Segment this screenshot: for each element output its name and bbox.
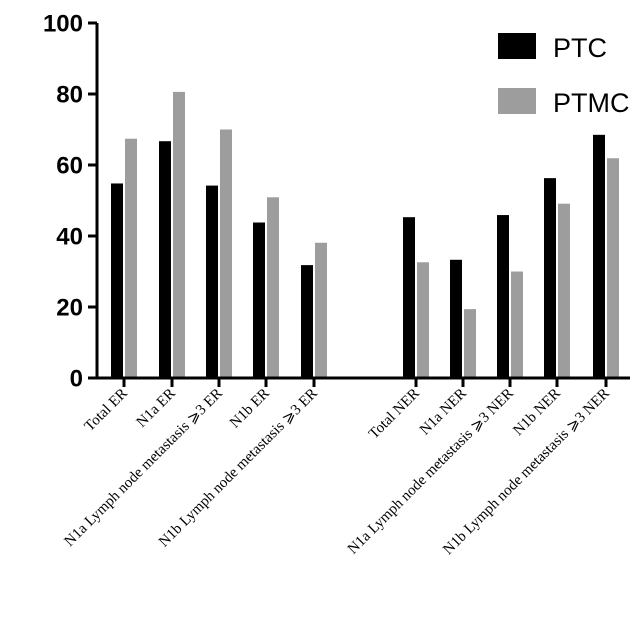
bar-ptc-4 [301, 265, 313, 378]
bar-ptmc-0 [125, 138, 137, 378]
bar-ptc-1 [159, 141, 171, 378]
x-tick-label: Total NER [366, 386, 423, 443]
legend-label-ptc: PTC [553, 33, 607, 63]
legend-label-ptmc: PTMC [553, 88, 630, 118]
bar-ptc-9 [593, 134, 605, 378]
bar-ptmc-4 [315, 242, 327, 378]
bar-ptmc-8 [558, 203, 570, 378]
bar-ptmc-6 [464, 309, 476, 378]
bar-ptc-2 [206, 185, 218, 378]
bar-ptc-0 [111, 183, 123, 378]
bar-ptmc-2 [220, 129, 232, 378]
legend: PTC PTMC [498, 33, 630, 118]
x-tick-label: N1a ER [134, 386, 179, 431]
bars-layer [111, 91, 619, 379]
x-tick-label: N1a Lymph node metastasis ⩾3 NER [345, 386, 517, 558]
x-tick-label: Total ER [82, 386, 131, 435]
bar-ptc-7 [497, 215, 509, 378]
bar-ptc-3 [253, 222, 265, 378]
y-tick-label: 60 [56, 153, 83, 180]
legend-swatch-ptc [498, 33, 536, 59]
bar-ptmc-9 [607, 158, 619, 378]
y-tick-label: 100 [43, 11, 83, 38]
bar-ptc-8 [544, 178, 556, 378]
bar-ptc-6 [450, 259, 462, 378]
bar-ptmc-5 [417, 262, 429, 378]
y-tick-label: 40 [56, 224, 83, 251]
y-tick-label: 20 [56, 295, 83, 322]
legend-swatch-ptmc [498, 88, 536, 114]
bar-ptc-5 [403, 217, 415, 378]
y-tick-label: 0 [70, 366, 83, 393]
bar-ptmc-1 [173, 91, 185, 379]
bar-ptmc-7 [511, 271, 523, 378]
y-tick-label: 80 [56, 82, 83, 109]
x-tick-label: N1b ER [227, 386, 273, 432]
bar-ptmc-3 [267, 197, 279, 378]
